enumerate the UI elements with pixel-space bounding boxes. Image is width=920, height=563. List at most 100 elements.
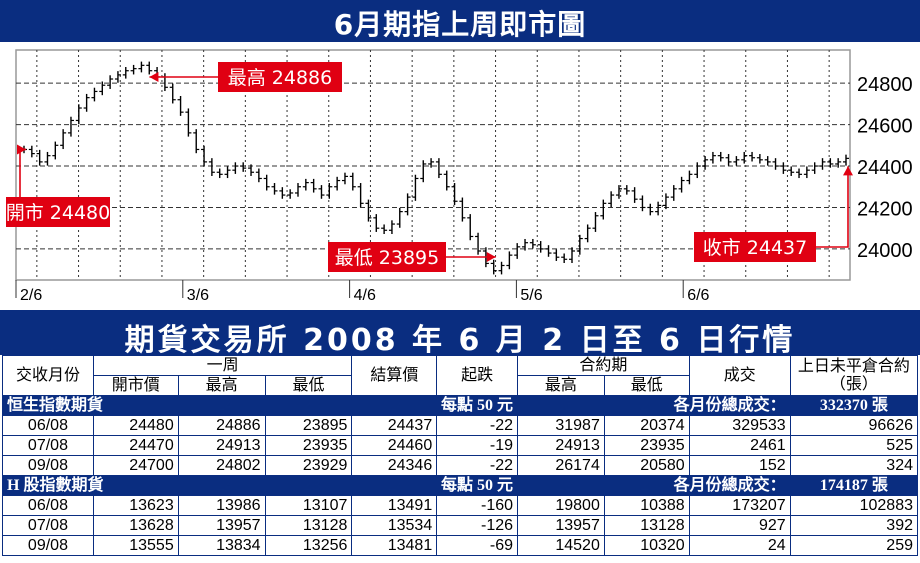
cell-oi: 324 bbox=[789, 455, 919, 476]
table-title-bar: 期貨交易所 2008 年 6 月 2 日至 6 日行情 bbox=[0, 307, 920, 358]
cell-contract-high: 24913 bbox=[517, 435, 605, 456]
cell-contract-low: 23935 bbox=[603, 435, 690, 456]
x-tick-label: 4/6 bbox=[354, 287, 376, 304]
cell-settle: 13534 bbox=[351, 515, 438, 536]
section-total-label: 各月份總成交： bbox=[517, 475, 791, 496]
section-name: 恒生指數期貨 bbox=[1, 395, 353, 416]
cell-contract-high: 19800 bbox=[517, 495, 605, 516]
cell-contract-high: 26174 bbox=[517, 455, 605, 476]
cell-contract-low: 10388 bbox=[603, 495, 690, 516]
cell-change: -126 bbox=[436, 515, 519, 536]
cell-low: 23935 bbox=[264, 435, 353, 456]
cell-oi: 392 bbox=[789, 515, 919, 536]
x-tick-label: 6/6 bbox=[687, 287, 709, 304]
cell-volume: 927 bbox=[688, 515, 791, 536]
x-tick-label: 5/6 bbox=[520, 287, 542, 304]
cell-low: 23895 bbox=[264, 415, 353, 436]
header-month: 交收月份 bbox=[2, 355, 94, 396]
cell-open: 13555 bbox=[92, 535, 179, 556]
header-settle: 結算價 bbox=[351, 355, 438, 396]
cell-open: 24700 bbox=[92, 455, 179, 476]
cell-high: 13957 bbox=[177, 515, 266, 536]
x-tick-label: 2/6 bbox=[20, 287, 42, 304]
cell-change: -69 bbox=[436, 535, 519, 556]
header-oi: 上日未平倉合約 （張） bbox=[789, 355, 919, 396]
cell-change: -160 bbox=[436, 495, 519, 516]
y-tick-label: 24400 bbox=[857, 157, 913, 179]
annotation-label: 收市 24437 bbox=[703, 237, 807, 259]
cell-open: 24480 bbox=[92, 415, 179, 436]
y-ticks: 24000 24200 24400 24600 24800 bbox=[857, 74, 913, 262]
header-week: 一周 bbox=[92, 355, 353, 376]
cell-high: 13834 bbox=[177, 535, 266, 556]
annotation-box bbox=[694, 232, 816, 262]
annotation-arrowhead bbox=[17, 144, 26, 155]
cell-change: -22 bbox=[436, 415, 519, 436]
cell-change: -22 bbox=[436, 455, 519, 476]
cell-month: 07/08 bbox=[2, 435, 94, 456]
quotes-table: 交收月份 一周 結算價 起跌 合約期 成交 上日未平倉合約 （張） 開市價 最高… bbox=[1, 355, 919, 556]
cell-low: 13107 bbox=[264, 495, 353, 516]
cell-contract-low: 20580 bbox=[603, 455, 690, 476]
cell-contract-low: 10320 bbox=[603, 535, 690, 556]
cell-oi: 96626 bbox=[789, 415, 919, 436]
y-tick-label: 24000 bbox=[857, 240, 913, 262]
cell-high: 24886 bbox=[177, 415, 266, 436]
cell-contract-high: 31987 bbox=[517, 415, 605, 436]
cell-contract-low: 20374 bbox=[603, 415, 690, 436]
annotation-label: 最低 23895 bbox=[335, 247, 439, 269]
table-row: 06/08 13623 13986 13107 13491 -160 19800… bbox=[2, 495, 919, 516]
annotation-box bbox=[6, 197, 110, 227]
cell-open: 24470 bbox=[92, 435, 179, 456]
annotations: 最高 24886 開市 24480 最低 23895 收市 24437 bbox=[6, 62, 853, 272]
chart-title: 6月期指上周即市圖 bbox=[333, 8, 587, 41]
cell-volume: 2461 bbox=[688, 435, 791, 456]
cell-low: 13128 bbox=[264, 515, 353, 536]
section-row-hsi: 恒生指數期貨 每點 50 元 各月份總成交： 332370 張 bbox=[1, 395, 919, 416]
cell-low: 13256 bbox=[264, 535, 353, 556]
price-candles bbox=[21, 61, 849, 275]
cell-month: 07/08 bbox=[2, 515, 94, 536]
annotation-box bbox=[328, 242, 446, 272]
chart-title-bar: 6月期指上周即市圖 bbox=[0, 0, 920, 42]
cell-open: 13623 bbox=[92, 495, 179, 516]
cell-change: -19 bbox=[436, 435, 519, 456]
cell-contract-high: 13957 bbox=[517, 515, 605, 536]
table-row: 06/08 24480 24886 23895 24437 -22 31987 … bbox=[2, 415, 919, 436]
annotation-arrowhead bbox=[486, 252, 496, 262]
y-tick-label: 24200 bbox=[857, 198, 913, 220]
cell-month: 06/08 bbox=[2, 495, 94, 516]
cell-contract-low: 13128 bbox=[603, 515, 690, 536]
cell-volume: 329533 bbox=[688, 415, 791, 436]
section-total-label: 各月份總成交： bbox=[517, 395, 791, 416]
header-row-1: 交收月份 一周 結算價 起跌 合約期 成交 上日未平倉合約 （張） bbox=[2, 355, 919, 396]
y-tick-label: 24800 bbox=[857, 74, 913, 96]
section-unit: 每點 50 元 bbox=[351, 395, 519, 416]
cell-volume: 173207 bbox=[688, 495, 791, 516]
cell-low: 23929 bbox=[264, 455, 353, 476]
header-open: 開市價 bbox=[92, 375, 179, 396]
gridlines bbox=[16, 50, 850, 280]
cell-oi: 259 bbox=[789, 535, 919, 556]
cell-month: 06/08 bbox=[2, 415, 94, 436]
cell-high: 13986 bbox=[177, 495, 266, 516]
header-contract-low: 最低 bbox=[603, 375, 690, 396]
header-volume: 成交 bbox=[688, 355, 791, 396]
cell-volume: 24 bbox=[688, 535, 791, 556]
header-contract: 合約期 bbox=[517, 355, 690, 376]
cell-settle: 24437 bbox=[351, 415, 438, 436]
annotation-arrowhead bbox=[149, 72, 159, 82]
table-row: 09/08 13555 13834 13256 13481 -69 14520 … bbox=[2, 535, 919, 556]
cell-oi: 102883 bbox=[789, 495, 919, 516]
section-unit: 每點 50 元 bbox=[351, 475, 519, 496]
header-oi-unit: （張） bbox=[829, 375, 878, 393]
table-row: 09/08 24700 24802 23929 24346 -22 26174 … bbox=[2, 455, 919, 476]
header-contract-high: 最高 bbox=[517, 375, 605, 396]
cell-settle: 24346 bbox=[351, 455, 438, 476]
table-row: 07/08 24470 24913 23935 24460 -19 24913 … bbox=[2, 435, 919, 456]
futures-chart: 24000 24200 24400 24600 24800 2/6 3/6 4/6 5/6 6/… bbox=[0, 42, 920, 307]
cell-month: 09/08 bbox=[2, 535, 94, 556]
cell-volume: 152 bbox=[688, 455, 791, 476]
annotation-label: 開市 24480 bbox=[6, 202, 110, 224]
section-total: 174187 張 bbox=[789, 475, 919, 496]
